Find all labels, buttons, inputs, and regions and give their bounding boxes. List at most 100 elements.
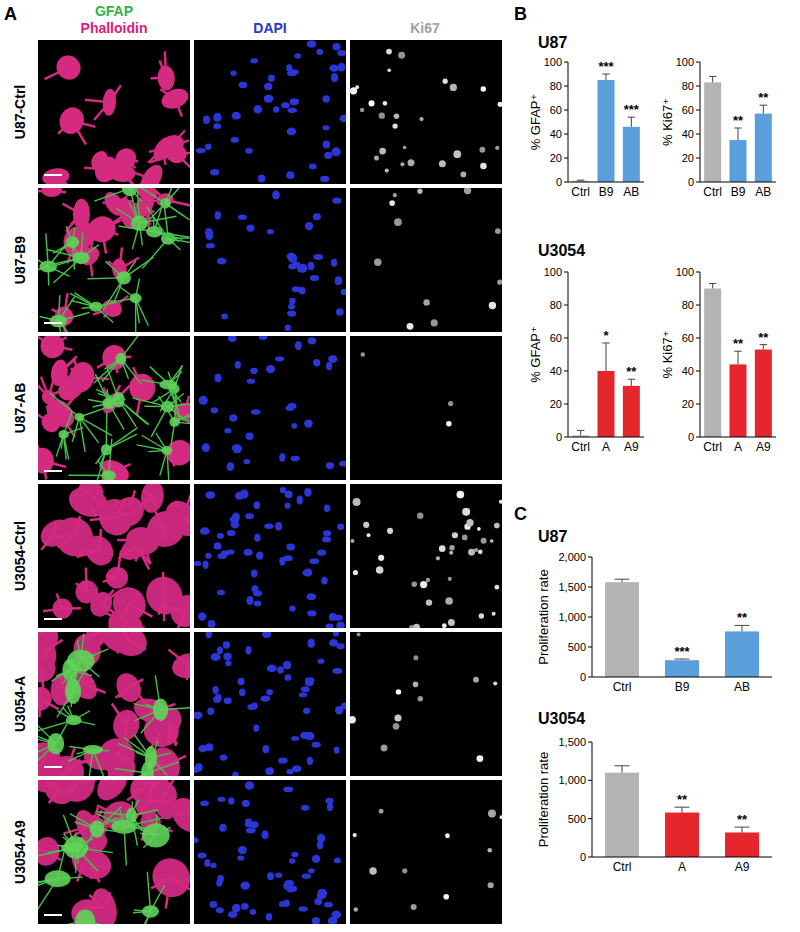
cell-process xyxy=(38,336,53,346)
error-bar-stem xyxy=(738,351,739,364)
y-tick xyxy=(588,780,592,781)
ki67-nucleus xyxy=(445,597,453,605)
nucleus xyxy=(203,116,210,124)
cell-process xyxy=(124,626,145,628)
nucleus xyxy=(300,732,309,739)
micrograph xyxy=(350,188,502,332)
nucleus xyxy=(245,646,251,654)
significance: ** xyxy=(677,792,688,807)
cell-process xyxy=(38,663,42,669)
y-tick-label: 0 xyxy=(580,671,586,683)
significance: *** xyxy=(674,644,690,659)
bar-chart: U3054Proliferation rate****05001,0001,50… xyxy=(536,710,772,874)
ki67-nucleus xyxy=(379,809,384,814)
ki67-nucleus xyxy=(413,655,418,660)
cell-process xyxy=(62,607,80,610)
panel-label: B xyxy=(514,4,527,24)
x-tick-label: Ctrl xyxy=(703,185,722,199)
gfap-cell xyxy=(142,823,170,847)
nucleus xyxy=(287,253,296,261)
y-axis-line xyxy=(568,272,569,437)
y-tick-label: 40 xyxy=(682,128,694,140)
bar-chart: % Ki67⁺****020406080100CtrlAA9 xyxy=(660,266,776,454)
nucleus xyxy=(247,379,256,384)
y-tick-label: 20 xyxy=(550,152,562,164)
nucleus xyxy=(279,901,285,907)
cell-process xyxy=(97,632,109,634)
cell-process xyxy=(38,849,47,851)
ki67-nucleus xyxy=(374,155,379,160)
cell-process xyxy=(189,650,190,665)
nucleus xyxy=(251,702,258,708)
nucleus xyxy=(324,152,332,159)
gfap-cell xyxy=(83,745,103,754)
cell-process xyxy=(152,497,157,507)
significance: ** xyxy=(733,336,744,351)
ki67-nucleus xyxy=(387,68,391,72)
gfap-cell xyxy=(101,470,116,480)
nucleus xyxy=(239,82,248,89)
nucleus xyxy=(320,176,329,182)
nucleus xyxy=(206,632,212,638)
nucleus xyxy=(324,504,330,511)
nucleus xyxy=(214,542,222,549)
bar-chart: % Ki67⁺****020406080100CtrlB9AB xyxy=(660,56,776,199)
x-tick-label: AB xyxy=(755,185,771,199)
nucleus xyxy=(205,491,215,499)
nucleus xyxy=(225,660,231,666)
cell-process xyxy=(53,337,67,346)
y-tick-label: 0 xyxy=(688,431,694,443)
nucleus xyxy=(264,524,273,529)
nucleus xyxy=(206,243,215,248)
x-tick-label: Ctrl xyxy=(613,860,632,874)
cell xyxy=(106,632,152,661)
cell-process xyxy=(99,160,112,179)
error-bar-stem xyxy=(606,343,607,371)
cell-process xyxy=(81,683,106,693)
ki67-nucleus xyxy=(495,146,499,150)
nucleus xyxy=(339,461,346,467)
ki67-nucleus xyxy=(385,169,389,173)
gfap-cell xyxy=(72,252,90,264)
cell-process xyxy=(38,760,44,776)
nucleus xyxy=(232,772,239,776)
x-tick-label: Ctrl xyxy=(613,680,632,694)
nucleus xyxy=(215,694,222,703)
error-bar xyxy=(734,128,741,140)
bar xyxy=(725,832,759,857)
cell xyxy=(100,390,125,417)
cell-process xyxy=(168,649,188,665)
row-label: U3054-Ctrl xyxy=(12,521,28,591)
gfap-cell xyxy=(146,226,162,238)
y-tick xyxy=(696,437,700,438)
micrograph xyxy=(350,484,502,628)
scale-bar xyxy=(44,618,62,620)
cell xyxy=(41,167,70,184)
cell-process xyxy=(81,489,90,493)
cell xyxy=(38,653,59,686)
cell-process xyxy=(89,895,104,908)
nucleus xyxy=(323,125,330,130)
cell-process xyxy=(90,256,92,276)
error-bar xyxy=(760,105,767,113)
nucleus xyxy=(205,144,212,150)
nucleus xyxy=(202,443,210,452)
cell-process xyxy=(129,641,146,650)
nucleus xyxy=(265,767,274,775)
row-label: U3054-A9 xyxy=(12,820,28,884)
nucleus xyxy=(316,49,323,55)
y-tick-label: 80 xyxy=(682,299,694,311)
ki67-nucleus xyxy=(383,101,388,106)
nucleus xyxy=(223,641,230,648)
cell-process xyxy=(75,229,87,234)
cell xyxy=(112,669,146,706)
cell-process xyxy=(85,567,88,591)
nucleus xyxy=(244,459,251,464)
bars xyxy=(605,766,759,857)
ki67-nucleus xyxy=(407,323,414,330)
cell xyxy=(164,588,190,628)
cell-process xyxy=(56,177,70,184)
cell-process xyxy=(148,801,169,802)
micrograph-bg xyxy=(38,484,190,628)
y-tick xyxy=(696,86,700,87)
